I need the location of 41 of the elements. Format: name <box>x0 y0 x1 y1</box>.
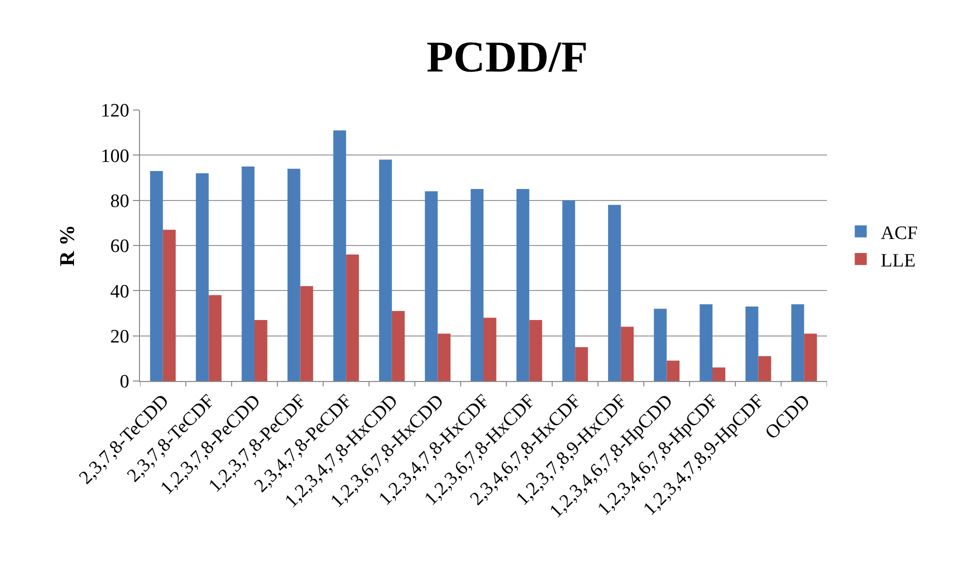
bar <box>379 160 392 381</box>
bar <box>424 191 438 381</box>
bar <box>150 170 163 381</box>
bar <box>287 168 300 381</box>
bar <box>162 230 176 381</box>
bar <box>392 310 405 381</box>
bar <box>745 306 758 381</box>
bar <box>654 308 667 381</box>
bar <box>254 320 268 381</box>
y-tick-label: 120 <box>100 100 130 122</box>
bar <box>529 320 542 381</box>
bar <box>333 130 346 381</box>
bar <box>608 204 621 381</box>
bar <box>346 254 359 381</box>
y-tick-label: 100 <box>100 146 130 167</box>
chart-title: PCDD/F <box>426 32 588 82</box>
bar <box>516 189 530 381</box>
legend-label: LLE <box>880 250 916 272</box>
bar <box>242 166 254 381</box>
bar <box>484 318 496 381</box>
y-tick-label: 20 <box>110 326 130 348</box>
bar <box>300 286 314 381</box>
y-tick-label: 40 <box>110 281 130 302</box>
bar <box>438 334 451 381</box>
y-axis-title: R % <box>54 224 79 266</box>
y-tick-label: 60 <box>110 236 130 258</box>
bar <box>562 200 576 381</box>
y-tick-label: 80 <box>110 190 130 212</box>
bar <box>791 304 804 381</box>
bar <box>804 334 817 381</box>
bar <box>196 173 209 381</box>
bar <box>758 356 772 381</box>
bar <box>620 326 634 381</box>
y-tick-label: 0 <box>120 372 130 393</box>
bar <box>666 360 680 381</box>
bar <box>208 295 222 381</box>
bar <box>712 367 726 381</box>
bar <box>575 347 588 381</box>
legend-label: ACF <box>880 222 918 244</box>
bar <box>470 189 484 381</box>
bar <box>700 304 712 381</box>
